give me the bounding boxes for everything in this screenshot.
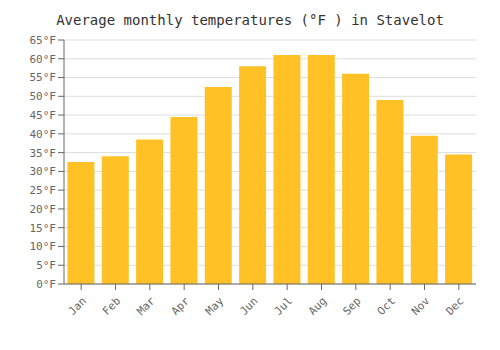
svg-text:May: May [203,294,227,318]
svg-text:Mar: Mar [134,294,158,318]
svg-text:25°F: 25°F [30,184,57,197]
svg-text:Sep: Sep [340,295,363,318]
svg-text:15°F: 15°F [30,222,57,235]
svg-text:Feb: Feb [100,295,123,318]
svg-text:Dec: Dec [443,295,466,318]
svg-text:20°F: 20°F [30,203,57,216]
html-text:Average monthly temperatures (: Average monthly temperatures (°F ) in St… [56,12,444,28]
svg-text:10°F: 10°F [30,240,57,253]
svg-text:Oct: Oct [375,295,398,318]
svg-text:5°F: 5°F [36,259,56,272]
svg-text:60°F: 60°F [30,53,57,66]
svg-text:55°F: 55°F [30,71,57,84]
svg-text:Jan: Jan [66,295,89,318]
svg-text:Jun: Jun [237,295,260,318]
svg-text:35°F: 35°F [30,147,57,160]
svg-text:40°F: 40°F [30,128,57,141]
svg-text:30°F: 30°F [30,165,57,178]
svg-text:Apr: Apr [169,294,193,318]
svg-text:Aug: Aug [306,295,329,318]
svg-text:Nov: Nov [409,294,433,318]
svg-text:65°F: 65°F [30,34,57,47]
svg-text:Jul: Jul [272,295,295,318]
svg-text:0°F: 0°F [36,278,56,291]
svg-text:45°F: 45°F [30,109,57,122]
svg-text:50°F: 50°F [30,90,57,103]
